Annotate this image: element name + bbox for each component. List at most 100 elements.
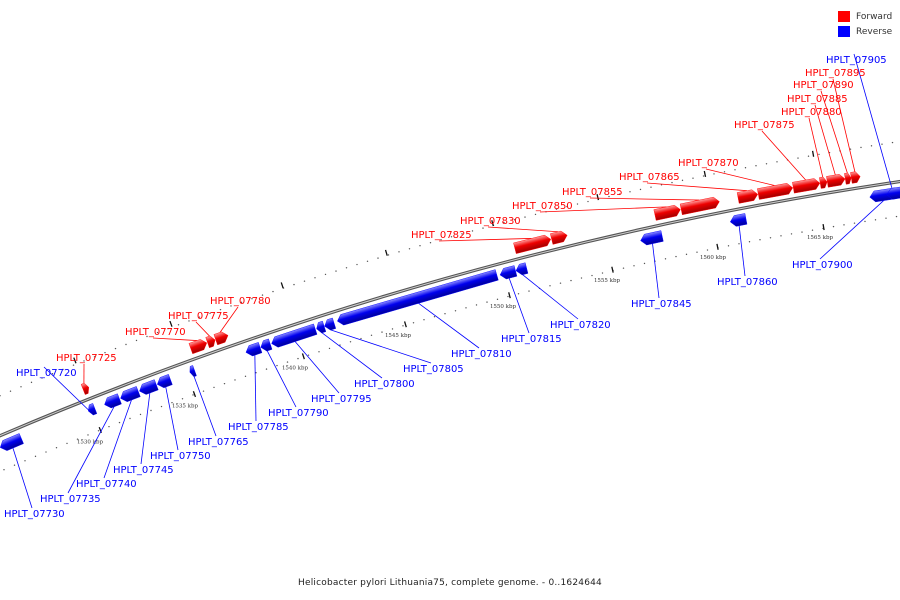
gene-feature-hplt_07795[interactable] xyxy=(270,323,318,349)
inner-tick xyxy=(528,290,530,292)
outer-tick xyxy=(240,301,243,304)
gene-label[interactable]: HPLT_07775 xyxy=(168,311,229,322)
gene-feature-hplt_07850[interactable] xyxy=(653,204,682,221)
gene-label[interactable]: HPLT_07790 xyxy=(268,408,329,419)
gene-feature-hplt_07820[interactable] xyxy=(515,262,529,276)
inner-tick xyxy=(622,267,625,269)
major-tick xyxy=(169,320,197,398)
legend-forward-label: Forward xyxy=(856,11,893,22)
gene-feature-hplt_07885[interactable] xyxy=(826,173,846,188)
inner-tick xyxy=(24,460,26,462)
gene-label[interactable]: HPLT_07890 xyxy=(793,80,854,91)
gene-feature-hplt_07785[interactable] xyxy=(244,342,263,357)
gene-feature-hplt_07880[interactable] xyxy=(819,176,828,189)
outer-tick xyxy=(692,177,694,179)
gene-label[interactable]: HPLT_07750 xyxy=(150,451,211,462)
gene-label[interactable]: HPLT_07795 xyxy=(311,394,372,405)
gene-label[interactable]: HPLT_07875 xyxy=(734,120,795,131)
gene-feature-hplt_07870[interactable] xyxy=(757,182,794,200)
gene-label[interactable]: HPLT_07830 xyxy=(460,216,521,227)
gene-feature-hplt_07745[interactable] xyxy=(138,379,159,397)
outer-tick xyxy=(744,167,747,169)
gene-feature-hplt_07875[interactable] xyxy=(792,178,821,194)
gene-feature-hplt_07775[interactable] xyxy=(205,335,217,349)
inner-tick xyxy=(381,331,383,333)
gene-label[interactable]: HPLT_07850 xyxy=(512,201,573,212)
leader-line xyxy=(103,399,132,479)
gene-label[interactable]: HPLT_07870 xyxy=(678,158,739,169)
gene-feature-hplt_07895[interactable] xyxy=(850,171,861,184)
gene-feature-hplt_07855[interactable] xyxy=(679,196,720,215)
outer-tick xyxy=(272,290,274,293)
inner-tick xyxy=(465,307,467,309)
gene-label[interactable]: HPLT_07735 xyxy=(40,494,101,505)
gene-label[interactable]: HPLT_07905 xyxy=(826,55,887,66)
inner-tick xyxy=(108,425,110,428)
inner-tick xyxy=(444,313,446,315)
gene-label[interactable]: HPLT_07725 xyxy=(56,353,117,364)
gene-label[interactable]: HPLT_07740 xyxy=(76,479,137,490)
gene-label[interactable]: HPLT_07745 xyxy=(113,465,174,476)
outer-tick xyxy=(261,294,264,296)
gene-feature-hplt_07825[interactable] xyxy=(513,234,553,254)
tick-label: 1545 kbp xyxy=(385,333,412,339)
gene-feature-hplt_07800[interactable] xyxy=(315,320,327,334)
inner-tick xyxy=(759,239,761,241)
leader-line xyxy=(589,197,700,201)
gene-feature-hplt_07780[interactable] xyxy=(213,330,230,346)
gene-feature-hplt_07815[interactable] xyxy=(499,265,518,281)
gene-feature-hplt_07750[interactable] xyxy=(155,374,173,389)
gene-label[interactable]: HPLT_07900 xyxy=(792,260,853,271)
gene-label[interactable]: HPLT_07780 xyxy=(210,296,271,307)
gene-feature-hplt_07770[interactable] xyxy=(188,338,209,355)
gene-label[interactable]: HPLT_07810 xyxy=(451,349,512,360)
gene-label[interactable]: HPLT_07730 xyxy=(4,509,65,520)
gene-label[interactable]: HPLT_07855 xyxy=(562,187,623,198)
outer-tick xyxy=(398,251,400,253)
gene-feature-hplt_07730[interactable] xyxy=(0,433,24,452)
gene-feature-hplt_07765[interactable] xyxy=(188,365,197,377)
gene-feature-hplt_07735[interactable] xyxy=(103,393,122,410)
major-tick xyxy=(811,150,825,231)
gene-feature-hplt_07830[interactable] xyxy=(550,230,568,245)
gene-label[interactable]: HPLT_07845 xyxy=(631,299,692,310)
inner-tick xyxy=(633,265,635,267)
outer-tick xyxy=(440,239,442,241)
gene-label[interactable]: HPLT_07800 xyxy=(354,379,415,390)
gene-feature-hplt_07845[interactable] xyxy=(639,230,664,246)
gene-label[interactable]: HPLT_07770 xyxy=(125,327,186,338)
gene-feature-hplt_07805[interactable] xyxy=(323,317,337,332)
leader-line xyxy=(487,226,559,233)
gene-feature-hplt_07740[interactable] xyxy=(119,386,141,403)
gene-label[interactable]: HPLT_07805 xyxy=(403,364,464,375)
gene-feature-hplt_07865[interactable] xyxy=(736,189,759,204)
gene-label[interactable]: HPLT_07765 xyxy=(188,437,249,448)
gene-feature-hplt_07725[interactable] xyxy=(80,382,91,395)
gene-label[interactable]: HPLT_07885 xyxy=(787,94,848,105)
gene-label[interactable]: HPLT_07860 xyxy=(717,277,778,288)
inner-tick xyxy=(139,413,142,416)
gene-label[interactable]: HPLT_07880 xyxy=(781,107,842,118)
gene-label[interactable]: HPLT_07720 xyxy=(16,368,77,379)
leader-line xyxy=(12,447,33,509)
gene-label[interactable]: HPLT_07865 xyxy=(619,172,680,183)
gene-feature-hplt_07860[interactable] xyxy=(729,213,748,227)
gene-feature-hplt_07720[interactable] xyxy=(86,403,98,416)
gene-label[interactable]: HPLT_07785 xyxy=(228,422,289,433)
gene-label[interactable]: HPLT_07825 xyxy=(411,230,472,241)
inner-tick xyxy=(885,217,887,219)
outer-tick xyxy=(41,377,43,379)
gene-label[interactable]: HPLT_07820 xyxy=(550,320,611,331)
gene-feature-hplt_07790[interactable] xyxy=(259,338,273,353)
gene-label[interactable]: HPLT_07895 xyxy=(805,68,866,79)
tick-label: 1540 kbp xyxy=(282,365,309,371)
leader-line xyxy=(266,350,297,408)
gene-feature-hplt_07810[interactable] xyxy=(336,269,499,327)
inner-tick xyxy=(171,401,173,404)
inner-tick xyxy=(297,357,299,360)
tick-label: 1530 kbp xyxy=(77,440,104,446)
gene-feature-hplt_07890[interactable] xyxy=(844,172,852,185)
gene-feature-hplt_07905[interactable] xyxy=(886,186,900,200)
inner-tick xyxy=(549,285,551,287)
gene-label[interactable]: HPLT_07815 xyxy=(501,334,562,345)
